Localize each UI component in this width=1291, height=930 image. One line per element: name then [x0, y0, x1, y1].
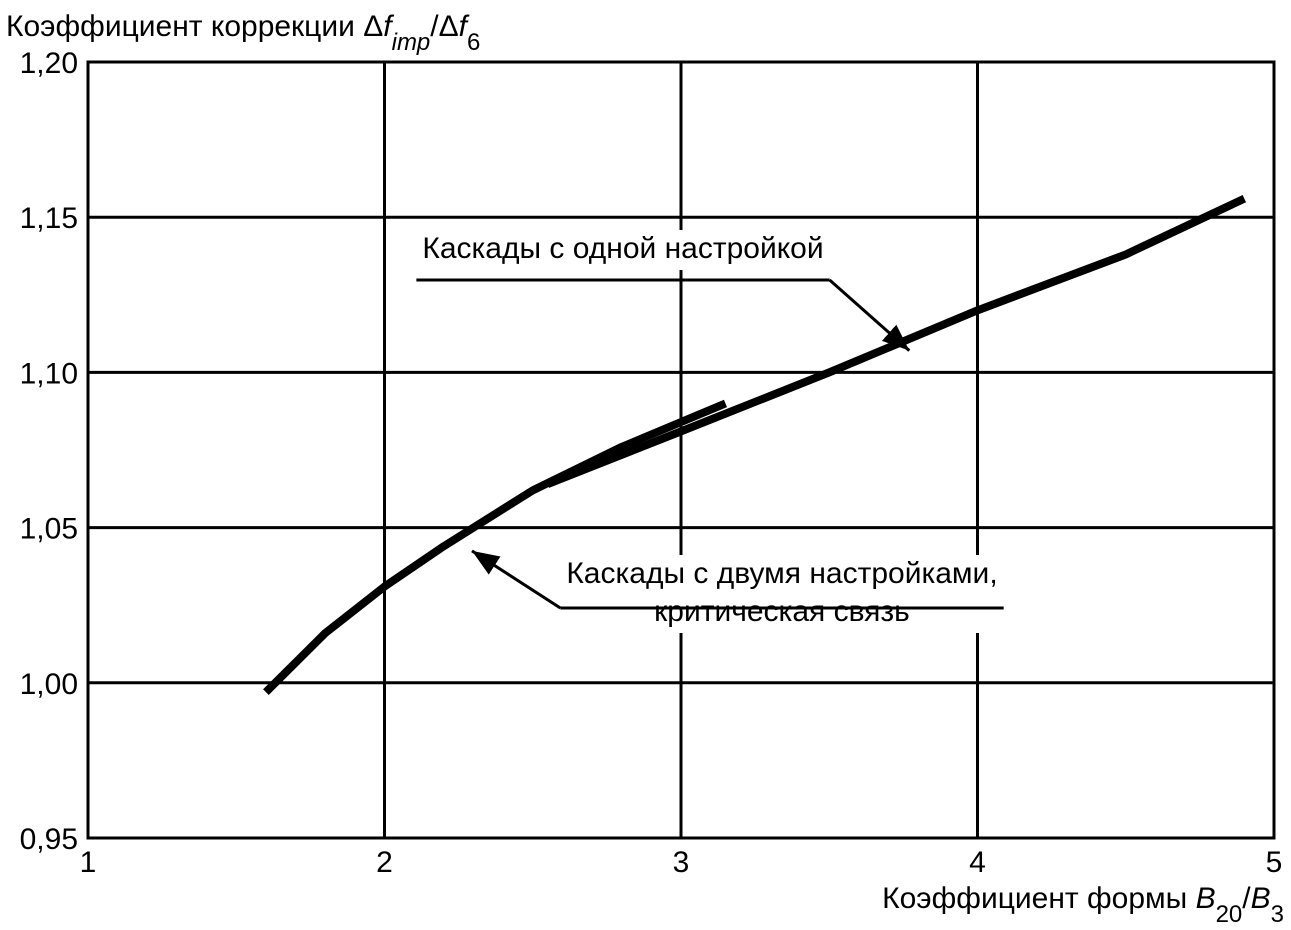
label-part: /	[1242, 882, 1251, 915]
y-axis-label: Коэффициент коррекции Δfimp/Δf6	[6, 10, 480, 56]
annotation-bg	[416, 230, 830, 270]
annotation-text: критическая связь	[654, 595, 910, 628]
y-tick-label: 1,00	[20, 668, 78, 701]
x-tick-label: 1	[80, 846, 97, 879]
label-part: f	[383, 10, 394, 43]
annotation-text: Каскады с двумя настройками,	[566, 557, 997, 590]
curve	[263, 399, 728, 695]
label-part: 6	[467, 29, 480, 56]
label-part: Коэффициент формы	[882, 882, 1195, 915]
label-part: 3	[1271, 901, 1284, 928]
annotation: Каскады с одной настройкой	[416, 230, 911, 352]
annotation-bg	[560, 555, 1004, 633]
x-tick-label: 4	[969, 846, 986, 879]
y-tick-label: 1,20	[20, 47, 78, 80]
y-tick-label: 1,15	[20, 202, 78, 235]
annotation-arrow	[471, 549, 562, 610]
x-tick-label: 3	[673, 846, 690, 879]
y-tick-label: 0,95	[20, 823, 78, 856]
label-part: B	[1251, 882, 1271, 915]
x-tick-label: 5	[1266, 846, 1283, 879]
annotation-text: Каскады с одной настройкой	[422, 232, 823, 265]
label-part: Коэффициент коррекции Δ	[6, 10, 383, 43]
label-part: f	[459, 10, 470, 43]
plot-frame	[86, 60, 1276, 840]
x-axis-label: Коэффициент формы B20/B3	[882, 882, 1284, 928]
label-part: /Δ	[430, 10, 458, 43]
x-tick-label: 2	[376, 846, 393, 879]
label-part: 20	[1216, 901, 1243, 928]
annotation-arrow	[828, 278, 911, 352]
label-part: B	[1196, 882, 1216, 915]
label-part: imp	[392, 29, 431, 56]
annotation: Каскады с двумя настройками, критическая …	[471, 549, 1004, 633]
y-tick-label: 1,10	[20, 357, 78, 390]
y-tick-label: 1,05	[20, 513, 78, 546]
